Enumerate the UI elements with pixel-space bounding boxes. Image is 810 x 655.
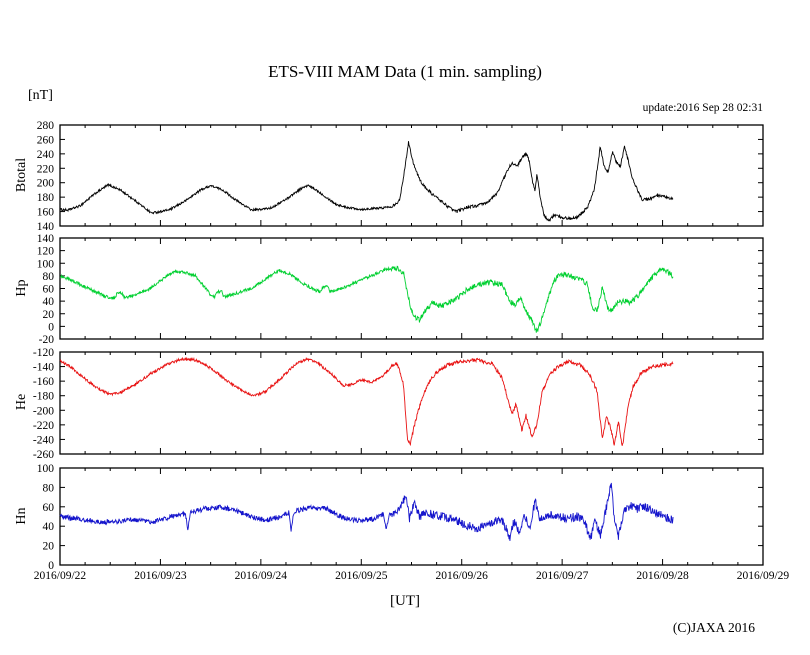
y-tick-label: 60 <box>43 284 55 296</box>
y-tick-label: 40 <box>43 296 55 308</box>
y-tick-label: 140 <box>37 221 55 233</box>
y-tick-label: 100 <box>37 463 55 475</box>
copyright-label: (C)JAXA 2016 <box>672 620 755 635</box>
y-tick-label: -120 <box>33 347 54 359</box>
y-tick-label: -220 <box>33 420 54 432</box>
y-tick-label: -200 <box>33 405 54 417</box>
y-tick-label: 100 <box>37 258 55 270</box>
y-tick-label: 80 <box>43 482 55 494</box>
chart-title: ETS-VIII MAM Data (1 min. sampling) <box>268 62 542 81</box>
y-tick-label: -240 <box>33 434 54 446</box>
data-trace-hn <box>59 482 674 541</box>
y-tick-label: 240 <box>37 149 55 161</box>
x-tick-label: 2016/09/27 <box>536 570 589 582</box>
x-tick-label: 2016/09/28 <box>636 570 689 582</box>
y-tick-label: 0 <box>48 560 54 572</box>
y-tick-label: 220 <box>37 163 55 175</box>
data-trace-hp <box>59 265 674 333</box>
y-tick-label: 200 <box>37 178 55 190</box>
y-tick-label: 120 <box>37 246 55 258</box>
y-tick-label: -140 <box>33 362 54 374</box>
y-tick-label: 60 <box>43 502 55 514</box>
y-tick-label: 20 <box>43 541 55 553</box>
y-tick-label: 20 <box>43 309 55 321</box>
y-axis-label-hn: Hn <box>14 506 29 525</box>
data-trace-btotal <box>59 141 674 222</box>
y-axis-label-hp: Hp <box>14 278 29 297</box>
y-tick-label: 140 <box>37 233 55 245</box>
y-tick-label: 80 <box>43 271 55 283</box>
y-axis-label-btotal: Btotal <box>14 157 29 192</box>
y-tick-label: 260 <box>37 134 55 146</box>
unit-label: [nT] <box>28 88 53 103</box>
y-tick-label: 160 <box>37 207 55 219</box>
x-tick-label: 2016/09/24 <box>235 570 288 582</box>
x-tick-label: 2016/09/22 <box>34 570 87 582</box>
y-axis-label-he: He <box>14 393 29 411</box>
x-tick-label: 2016/09/26 <box>436 570 489 582</box>
panel-frame-btotal <box>59 124 764 227</box>
y-tick-label: 0 <box>48 321 54 333</box>
update-timestamp: update:2016 Sep 28 02:31 <box>642 102 763 114</box>
y-tick-label: -260 <box>33 449 54 461</box>
y-tick-label: -160 <box>33 376 54 388</box>
panel-frame-hp <box>59 237 764 340</box>
y-tick-label: -20 <box>39 334 55 346</box>
y-tick-label: 40 <box>43 521 55 533</box>
x-tick-label: 2016/09/29 <box>737 570 790 582</box>
x-tick-label: 2016/09/23 <box>134 570 187 582</box>
x-tick-label: 2016/09/25 <box>335 570 388 582</box>
y-tick-label: -180 <box>33 391 54 403</box>
data-trace-he <box>59 356 674 447</box>
y-tick-label: 280 <box>37 120 55 132</box>
y-tick-label: 180 <box>37 192 55 204</box>
x-axis-title: [UT] <box>390 593 420 609</box>
